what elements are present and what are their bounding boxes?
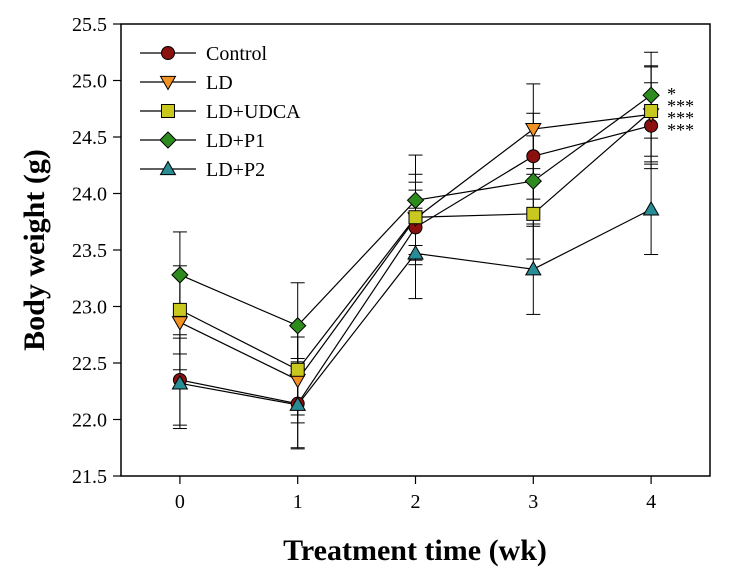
significance-mark: *** xyxy=(667,120,694,140)
y-tick-label: 24.5 xyxy=(72,127,107,149)
data-point xyxy=(290,362,305,377)
data-point xyxy=(526,206,541,221)
x-axis: 0 1 2 3 4 xyxy=(175,476,656,513)
legend-marker xyxy=(159,75,177,91)
y-axis: 21.5 22.0 22.5 23.0 23.5 24.0 24.5 25.0 25.5 xyxy=(72,14,121,488)
y-tick-label: 25.0 xyxy=(72,71,107,93)
data-point xyxy=(642,86,660,104)
legend-label: LD+P1 xyxy=(206,130,265,152)
y-axis-title: Body weight (g) xyxy=(18,149,51,351)
data-point xyxy=(524,260,542,276)
x-tick-label: 0 xyxy=(175,491,185,513)
legend: Control LD LD+UDCA LD+P1 LD+P2 xyxy=(140,43,301,181)
y-tick-label: 24.0 xyxy=(72,184,107,206)
data-point xyxy=(644,104,659,119)
significance-mark: *** xyxy=(667,96,694,116)
x-tick-label: 2 xyxy=(411,491,421,513)
legend-label: LD+P2 xyxy=(206,159,265,181)
y-tick-label: 21.5 xyxy=(72,466,107,488)
data-point xyxy=(288,317,307,335)
data-point xyxy=(526,149,541,164)
x-tick-label: 4 xyxy=(646,491,656,513)
data-point xyxy=(642,200,660,216)
x-tick-label: 1 xyxy=(293,491,303,513)
y-tick-label: 23.5 xyxy=(72,240,107,262)
x-tick-label: 3 xyxy=(528,491,538,513)
data-point xyxy=(171,316,189,331)
series-layer xyxy=(171,51,660,450)
data-point xyxy=(408,210,423,225)
x-axis-title: Treatment time (wk) xyxy=(283,534,547,567)
data-point xyxy=(171,266,189,284)
y-tick-label: 22.5 xyxy=(72,353,107,375)
y-tick-label: 25.5 xyxy=(72,14,107,36)
data-point xyxy=(406,191,425,209)
significance-annotations: ********** xyxy=(667,84,694,140)
legend-marker xyxy=(161,46,175,60)
data-point xyxy=(171,374,189,390)
data-point xyxy=(289,396,307,411)
significance-mark: *** xyxy=(667,108,694,128)
y-tick-label: 23.0 xyxy=(72,297,107,319)
legend-marker xyxy=(159,160,177,176)
legend-marker xyxy=(159,131,177,149)
data-point xyxy=(407,244,424,260)
legend-marker xyxy=(161,104,175,118)
data-point xyxy=(524,172,543,190)
data-point xyxy=(172,302,187,317)
legend-label: LD+UDCA xyxy=(206,101,301,123)
significance-mark: * xyxy=(667,84,676,104)
data-point xyxy=(524,122,542,138)
y-tick-label: 22.0 xyxy=(72,410,107,432)
legend-label: LD xyxy=(206,72,233,94)
legend-label: Control xyxy=(206,43,268,65)
